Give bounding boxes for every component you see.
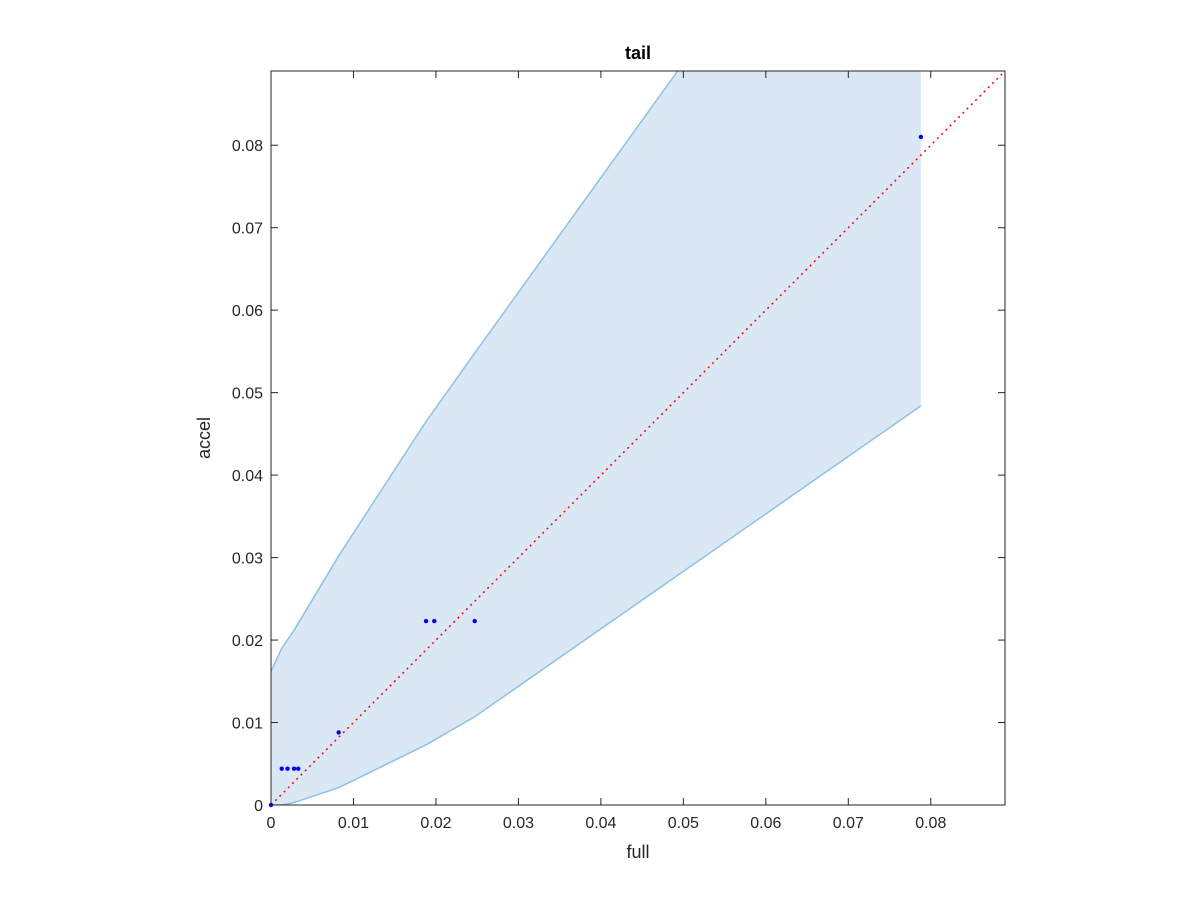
data-point [285,766,290,771]
plot-area-frame [270,70,1006,806]
reference-line [271,71,1005,805]
y-tick-label: 0.02 [232,633,263,650]
y-tick-label: 0.07 [232,221,263,238]
y-tick-label: 0.03 [232,551,263,568]
reference-line-path [271,71,1005,805]
y-tick-labels: 0 0.01 0.02 0.03 0.04 0.05 0.06 0.07 0.08 [232,138,263,815]
data-point [472,618,477,624]
data-point [423,618,429,624]
x-tick-labels: 0 0.01 0.02 0.03 0.04 0.05 0.06 0.07 0.08 [267,815,947,832]
y-tick-label: 0.05 [232,386,263,403]
y-tick-label: 0.06 [232,303,263,320]
y-tick-label: 0.08 [232,138,263,155]
y-tick-label: 0 [254,798,263,815]
data-point [918,134,924,140]
x-tick-label: 0.07 [833,815,864,832]
x-axis-label: full [626,842,649,862]
data-point [432,618,437,624]
y-tick-label: 0.01 [232,716,263,733]
scatter-points [268,134,924,808]
data-point [296,766,301,771]
x-tick-label: 0.08 [915,815,946,832]
data-point [336,730,341,735]
x-tick-label: 0.06 [750,815,781,832]
x-tick-label: 0.03 [503,815,534,832]
x-tick-label: 0.05 [668,815,699,832]
band-upper-edge [271,71,679,672]
data-point [291,766,297,771]
x-tick-label: 0.04 [585,815,616,832]
data-point [279,766,284,771]
x-tick-label: 0.01 [338,815,369,832]
band-lower-edge [271,405,922,805]
axis-ticks [270,71,1005,806]
y-tick-label: 0.04 [232,468,263,485]
y-axis-label: accel [194,417,214,459]
x-tick-label: 0.02 [420,815,451,832]
x-tick-label: 0 [267,815,276,832]
chart-title: tail [625,43,651,63]
